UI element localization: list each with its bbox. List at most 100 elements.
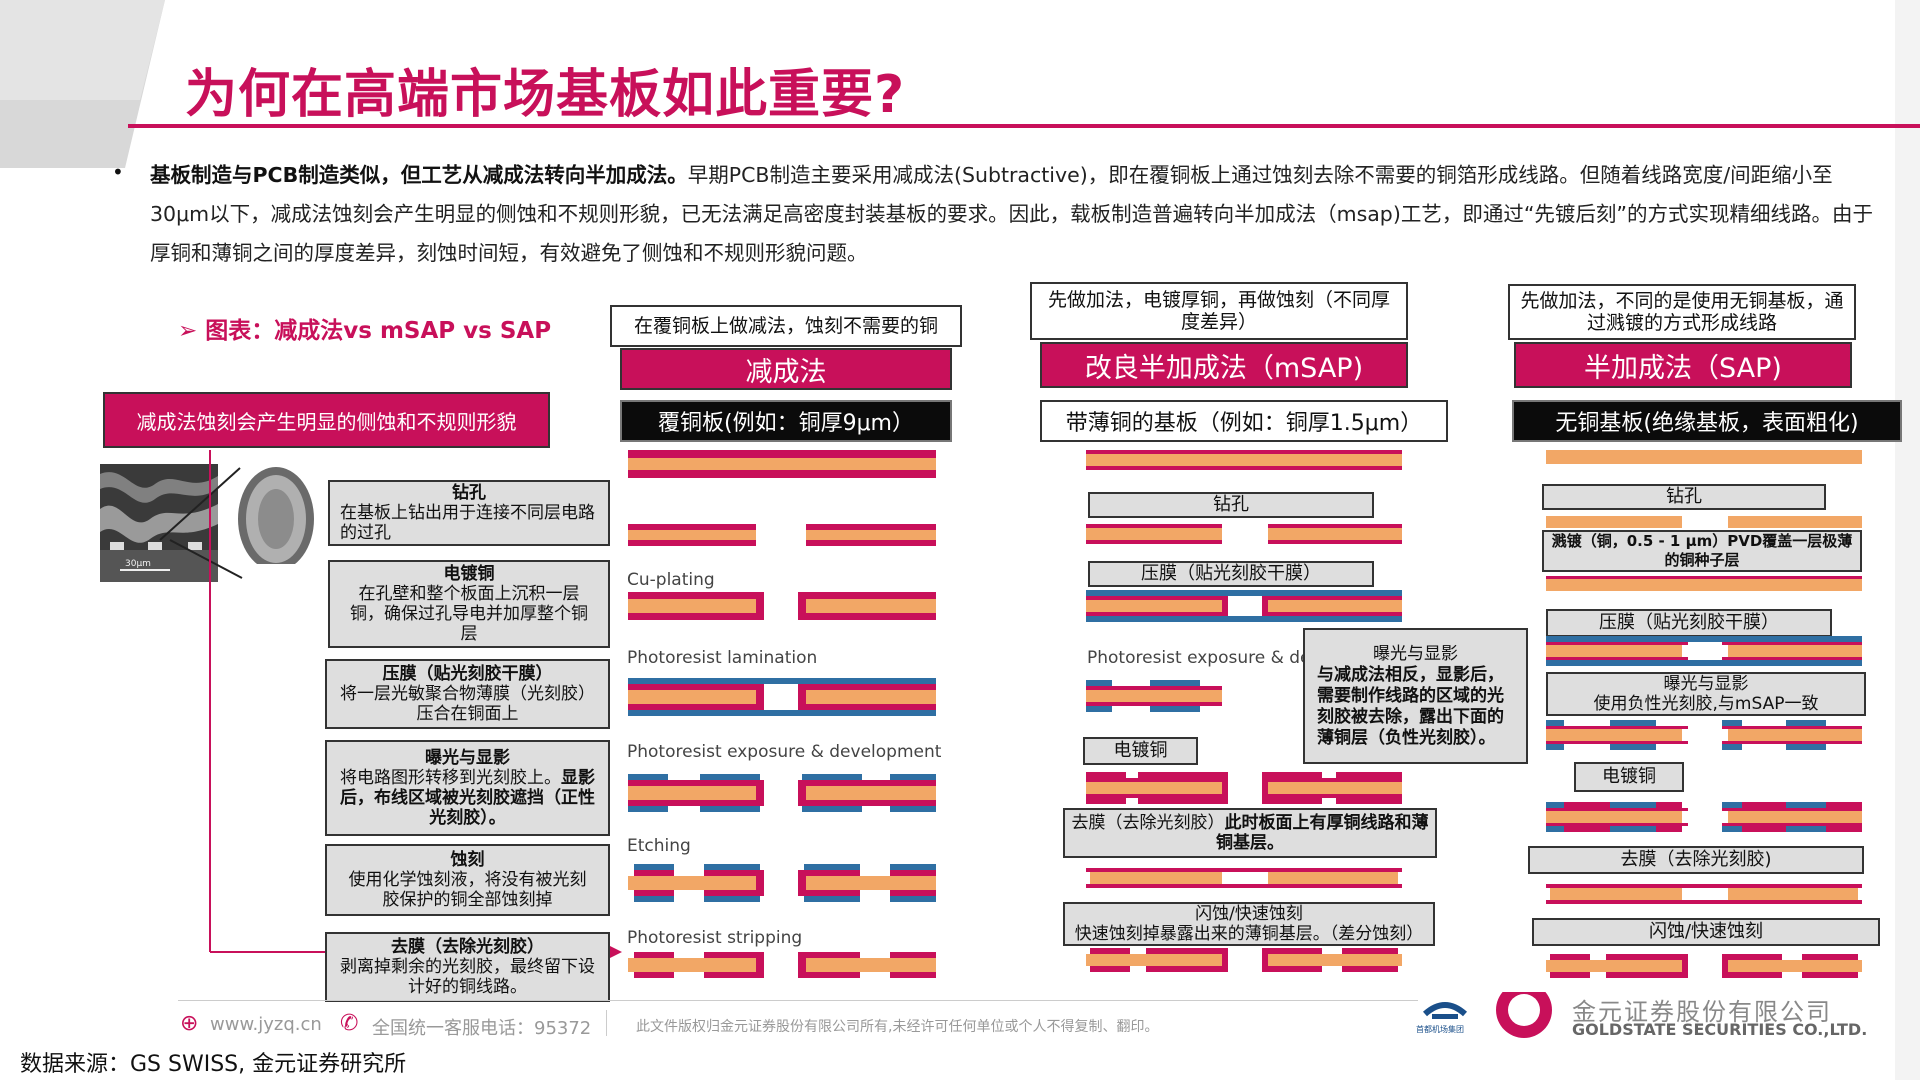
- col2-step-exposure: 曝光与显影 与减成法相反，显影后，需要制作线路的区域的光刻胶被去除，露出下面的薄…: [1303, 628, 1528, 764]
- footer-hotline: 全国统一客服电话：95372: [372, 1018, 592, 1039]
- footer-website[interactable]: www.jyzq.cn: [210, 1014, 322, 1035]
- step-desc-plating-text: 在孔壁和整个板面上沉积一层铜，确保过孔导电并加厚整个铜层: [350, 584, 588, 644]
- col2-step-flash-desc: 快速蚀刻掉暴露出来的薄铜基层。（差分蚀刻）: [1074, 924, 1424, 944]
- col3-step-strip: 去膜（去除光刻胶): [1528, 846, 1864, 874]
- col3-step-lamination-text: 压膜（贴光刻胶干膜）: [1599, 612, 1779, 633]
- col2-step-plating: 电镀铜: [1083, 737, 1198, 765]
- col1-label-cu-plating: Cu-plating: [627, 570, 715, 590]
- step-desc-lamination-title: 压膜（贴光刻胶干膜）: [382, 664, 553, 684]
- col1-label-etching: Etching: [627, 836, 691, 856]
- col2-step-flash-title: 闪蚀/快速蚀刻: [1195, 904, 1303, 924]
- col1-label-stripping: Photoresist stripping: [627, 928, 803, 948]
- step-desc-stripping-title: 去膜（去除光刻胶）: [391, 937, 544, 957]
- col1-method-title: 减成法: [620, 348, 952, 390]
- col2-base-label-text: 带薄铜的基板（例如：铜厚1.5μm）: [1065, 411, 1423, 436]
- intro-body-text: 早期PCB制造主要采用减成法(Subtractive)，即在覆铜板上通过蚀刻去除…: [150, 163, 1874, 265]
- col1-note: 在覆铜板上做减法，蚀刻不需要的铜: [610, 305, 962, 347]
- data-source: 数据来源：GS SWISS, 金元证券研究所: [20, 1052, 407, 1077]
- col1-label-exposure: Photoresist exposure & development: [627, 742, 942, 762]
- col2-step-lamination: 压膜（贴光刻胶干膜）: [1088, 561, 1374, 587]
- col1-base-label: 覆铜板(例如：铜厚9μm）: [620, 400, 952, 442]
- col3-note: 先做加法，不同的是使用无铜基板，通过溅镀的方式形成线路: [1508, 284, 1856, 340]
- phone-icon: ✆: [340, 1011, 359, 1036]
- step-desc-exposure-title: 曝光与显影: [425, 748, 510, 768]
- col3-step-exposure: 曝光与显影 使用负性光刻胶,与mSAP一致: [1546, 672, 1866, 716]
- intro-paragraph: 基板制造与PCB制造类似，但工艺从减成法转向半加成法。早期PCB制造主要采用减成…: [150, 156, 1890, 273]
- col3-step-sputter: 溅镀（铜，0.5 - 1 μm）PVD覆盖一层极薄的铜种子层: [1542, 530, 1862, 572]
- chart-caption: ➢ 图表：减成法vs mSAP vs SAP: [178, 318, 552, 344]
- col2-method-title: 改良半加成法（mSAP): [1040, 342, 1408, 388]
- bullet-mark: •: [112, 160, 124, 184]
- step-desc-stripping: 去膜（去除光刻胶） 剥离掉剩余的光刻胶，最终留下设计好的铜线路。: [325, 932, 610, 1002]
- page-title: 为何在高端市场基板如此重要?: [185, 65, 906, 125]
- step-desc-etching-title: 蚀刻: [450, 850, 485, 870]
- micro-scale-label: 30μm: [125, 559, 151, 569]
- step-desc-drill-text: 在基板上钻出用于连接不同层电路的过孔: [340, 503, 595, 543]
- col1-cross-sections: [628, 450, 936, 978]
- col2-step-exposure-title: 曝光与显影: [1373, 643, 1458, 664]
- col3-step-exposure-title: 曝光与显影: [1663, 674, 1749, 694]
- step-desc-etching-text: 使用化学蚀刻液，将没有被光刻胶保护的铜全部蚀刻掉: [348, 870, 587, 910]
- left-note-text: 减成法蚀刻会产生明显的侧蚀和不规则形貌: [136, 409, 517, 434]
- footer-separator: [606, 1010, 607, 1036]
- col3-step-strip-text: 去膜（去除光刻胶): [1620, 849, 1772, 870]
- col2-step-flash: 闪蚀/快速蚀刻 快速蚀刻掉暴露出来的薄铜基层。（差分蚀刻）: [1063, 902, 1435, 946]
- step-desc-plating: 电镀铜 在孔壁和整个板面上沉积一层铜，确保过孔导电并加厚整个铜层: [328, 560, 610, 648]
- col1-note-text: 在覆铜板上做减法，蚀刻不需要的铜: [633, 315, 938, 337]
- col3-base-label-text: 无铜基板(绝缘基板，表面粗化): [1555, 411, 1859, 436]
- company-name-en: GOLDSTATE SECURITIES CO.,LTD.: [1572, 1020, 1868, 1039]
- col3-step-drill-text: 钻孔: [1666, 486, 1702, 507]
- col3-step-plating: 电镀铜: [1574, 762, 1684, 792]
- col3-step-flash-text: 闪蚀/快速蚀刻: [1648, 921, 1764, 942]
- col1-base-label-text: 覆铜板(例如：铜厚9μm）: [657, 411, 914, 436]
- partner-logo-text: 首都机场集团: [1416, 1025, 1464, 1034]
- footer-divider: [178, 1000, 1418, 1001]
- col2-step-plating-text: 电镀铜: [1113, 740, 1168, 761]
- col2-step-drill-text: 钻孔: [1213, 494, 1249, 515]
- col2-base-label: 带薄铜的基板（例如：铜厚1.5μm）: [1040, 400, 1448, 442]
- col2-step-strip-text: 去膜（去除光刻胶）: [1071, 813, 1225, 833]
- col3-step-plating-text: 电镀铜: [1602, 766, 1656, 787]
- col3-method-title-text: 半加成法（SAP): [1584, 352, 1782, 384]
- col3-base-label: 无铜基板(绝缘基板，表面粗化): [1512, 400, 1902, 442]
- micrograph-zoom-image: [234, 464, 319, 582]
- step-desc-drill-title: 钻孔: [452, 483, 486, 503]
- step-desc-plating-title: 电镀铜: [443, 564, 495, 584]
- col3-cross-sections: [1546, 450, 1862, 978]
- col2-note-text: 先做加法，电镀厚铜，再做蚀刻（不同厚度差异）: [1047, 289, 1390, 333]
- col2-method-title-text: 改良半加成法（mSAP): [1084, 352, 1364, 384]
- footer-copyright: 此文件版权归金元证券股份有限公司所有,未经许可任何单位或个人不得复制、翻印。: [636, 1019, 1159, 1035]
- step-desc-etching: 蚀刻 使用化学蚀刻液，将没有被光刻胶保护的铜全部蚀刻掉: [325, 844, 610, 916]
- col3-step-sputter-text: 溅镀（铜，0.5 - 1 μm）PVD覆盖一层极薄的铜种子层: [1551, 532, 1853, 569]
- col1-method-title-text: 减成法: [745, 356, 827, 388]
- company-logo-icon: [1488, 980, 1560, 1038]
- col2-step-drill: 钻孔: [1088, 492, 1374, 518]
- col2-step-exposure-desc: 与减成法相反，显影后，需要制作线路的区域的光刻胶被去除，露出下面的薄铜层（负性光…: [1317, 664, 1504, 748]
- col2-note: 先做加法，电镀厚铜，再做蚀刻（不同厚度差异）: [1030, 282, 1408, 340]
- col3-step-flash: 闪蚀/快速蚀刻: [1532, 918, 1880, 946]
- col2-step-strip: 去膜（去除光刻胶）此时板面上有厚铜线路和薄铜基层。: [1063, 808, 1437, 858]
- globe-icon: ⊕: [180, 1011, 199, 1036]
- col1-label-lamination: Photoresist lamination: [627, 648, 818, 668]
- step-desc-exposure-text: 将电路图形转移到光刻胶上。: [340, 768, 561, 788]
- step-desc-exposure-bold: 显影后，布线区域被光刻胶遮挡（正性光刻胶）。: [340, 768, 595, 828]
- col2-label-exposure: Photoresist exposure & de: [1087, 648, 1311, 668]
- title-underline: [128, 124, 1920, 128]
- corner-decoration: [0, 0, 165, 168]
- zoom-lines: [159, 467, 243, 579]
- col2-step-strip-bold: 此时板面上有厚铜线路和薄铜基层。: [1216, 813, 1429, 853]
- partner-logo-icon: [1422, 1002, 1468, 1019]
- col2-step-lamination-text: 压膜（贴光刻胶干膜）: [1141, 563, 1321, 584]
- company-name-cn: 金元证券股份有限公司: [1572, 998, 1832, 1026]
- left-note-box: 减成法蚀刻会产生明显的侧蚀和不规则形貌: [103, 392, 550, 448]
- col3-method-title: 半加成法（SAP): [1514, 342, 1852, 388]
- step-desc-drill: 钻孔 在基板上钻出用于连接不同层电路的过孔: [328, 480, 610, 546]
- col2-cross-sections: [1086, 450, 1402, 972]
- right-edge-band: [1895, 0, 1920, 1080]
- col3-step-exposure-desc: 使用负性光刻胶,与mSAP一致: [1593, 694, 1819, 714]
- intro-bold-sentence: 基板制造与PCB制造类似，但工艺从减成法转向半加成法。: [150, 163, 688, 187]
- col3-step-drill: 钻孔: [1542, 484, 1826, 510]
- step-desc-exposure: 曝光与显影 将电路图形转移到光刻胶上。显影后，布线区域被光刻胶遮挡（正性光刻胶）…: [325, 740, 610, 836]
- step-desc-lamination: 压膜（贴光刻胶干膜） 将一层光敏聚合物薄膜（光刻胶）压合在铜面上: [325, 659, 610, 729]
- col3-note-text: 先做加法，不同的是使用无铜基板，通过溅镀的方式形成线路: [1520, 290, 1844, 334]
